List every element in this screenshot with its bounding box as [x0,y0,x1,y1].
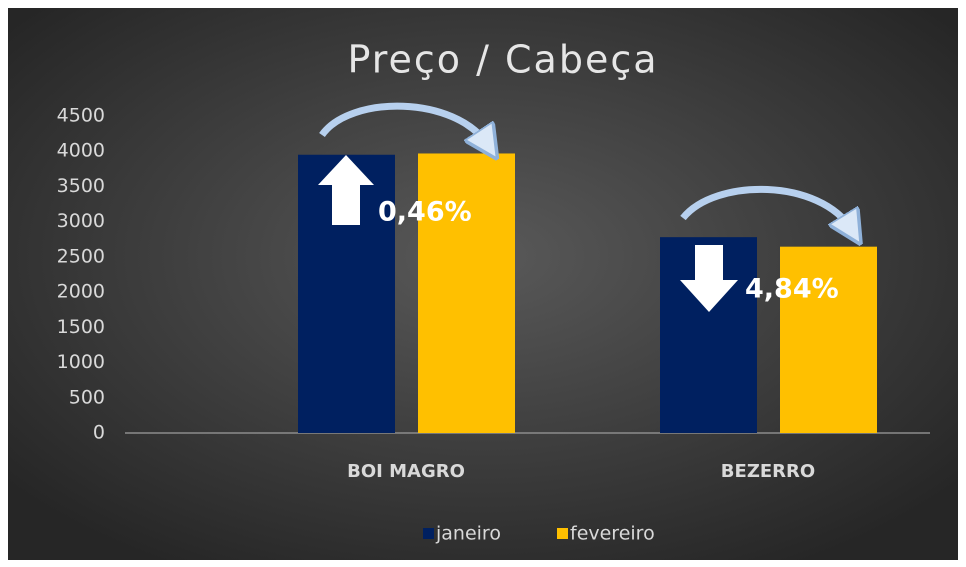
annotation-arrows [318,102,852,312]
annotation: 0,46% [378,197,472,228]
x-tick-label: BEZERRO [721,461,815,482]
y-tick-label: 4500 [57,105,105,127]
legend-swatch [557,528,568,539]
y-tick-label: 0 [93,422,105,444]
curved-arrow [680,185,852,230]
annotation: 4,84% [745,274,839,305]
curved-arrow [319,102,488,145]
y-tick-label: 3000 [57,210,105,232]
y-tick-label: 2500 [57,245,105,267]
y-tick-label: 2000 [57,281,105,303]
chart-title: Preço / Cabeça [347,38,658,82]
y-tick-label: 1000 [57,351,105,373]
y-tick-label: 3500 [57,175,105,197]
x-tick-label: BOI MAGRO [347,461,465,482]
y-tick-label: 4000 [57,140,105,162]
y-tick-label: 500 [69,386,105,408]
up-arrow [318,155,374,225]
y-tick-label: 1500 [57,316,105,338]
legend-swatch [423,528,434,539]
down-arrow [680,245,738,312]
legend-label: fevereiro [570,523,655,545]
bar [418,153,515,433]
legend-label: janeiro [435,523,501,545]
bar [780,246,877,433]
